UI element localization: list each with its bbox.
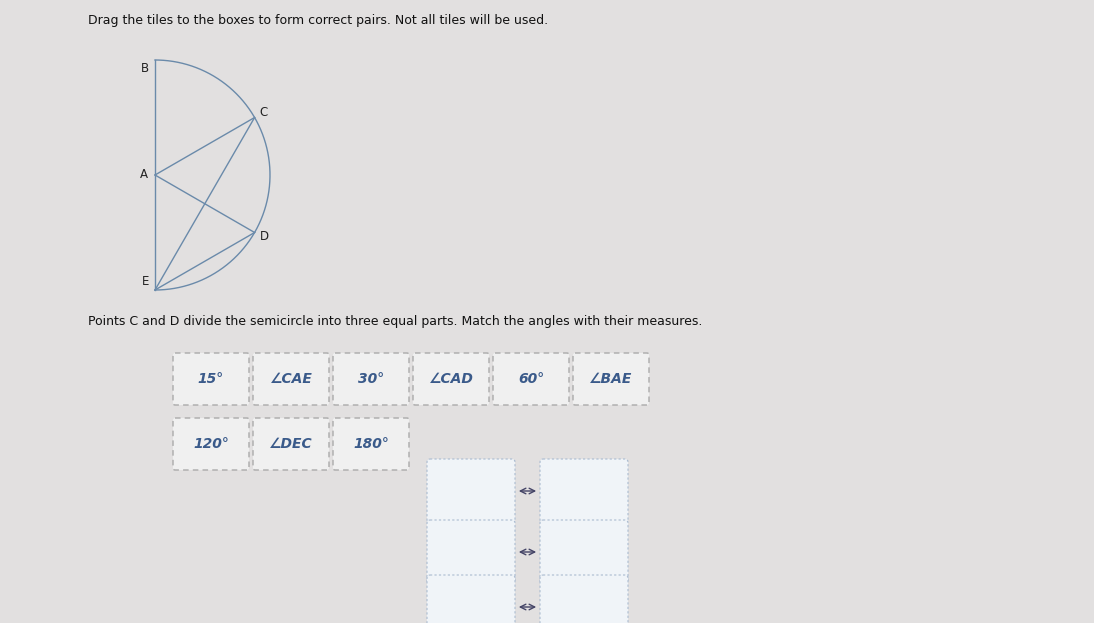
Text: ∠CAE: ∠CAE [269, 372, 313, 386]
FancyBboxPatch shape [427, 459, 515, 523]
Text: ∠DEC: ∠DEC [269, 437, 313, 451]
FancyBboxPatch shape [173, 418, 249, 470]
Text: Points C and D divide the semicircle into three equal parts. Match the angles wi: Points C and D divide the semicircle int… [88, 315, 702, 328]
FancyBboxPatch shape [253, 418, 329, 470]
FancyBboxPatch shape [540, 459, 628, 523]
FancyBboxPatch shape [427, 575, 515, 623]
Text: A: A [140, 168, 148, 181]
Text: 15°: 15° [198, 372, 224, 386]
Text: D: D [259, 231, 269, 244]
FancyBboxPatch shape [253, 353, 329, 405]
FancyBboxPatch shape [414, 353, 489, 405]
FancyBboxPatch shape [333, 353, 409, 405]
FancyBboxPatch shape [493, 353, 569, 405]
Text: ∠CAD: ∠CAD [429, 372, 474, 386]
Text: C: C [259, 107, 268, 120]
FancyBboxPatch shape [427, 520, 515, 584]
Text: E: E [141, 275, 149, 288]
Text: ∠BAE: ∠BAE [590, 372, 632, 386]
Text: 30°: 30° [358, 372, 384, 386]
FancyBboxPatch shape [540, 575, 628, 623]
Text: Drag the tiles to the boxes to form correct pairs. Not all tiles will be used.: Drag the tiles to the boxes to form corr… [88, 14, 548, 27]
FancyBboxPatch shape [540, 520, 628, 584]
Text: 180°: 180° [353, 437, 389, 451]
FancyBboxPatch shape [573, 353, 649, 405]
FancyBboxPatch shape [173, 353, 249, 405]
Text: 120°: 120° [193, 437, 229, 451]
Text: B: B [141, 62, 149, 75]
FancyBboxPatch shape [333, 418, 409, 470]
Text: 60°: 60° [517, 372, 544, 386]
